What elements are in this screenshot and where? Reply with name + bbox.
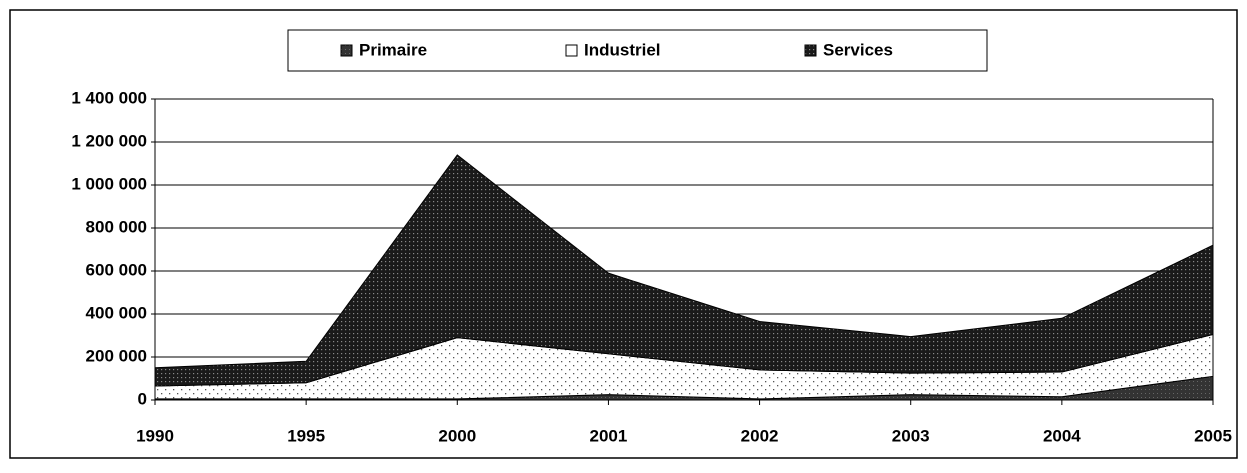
y-tick-label: 1 200 000 xyxy=(71,131,147,150)
y-tick-label: 800 000 xyxy=(86,217,147,236)
legend-label: Primaire xyxy=(359,40,427,59)
y-tick-label: 600 000 xyxy=(86,260,147,279)
x-tick-label: 2000 xyxy=(438,426,476,445)
legend-label: Services xyxy=(823,40,893,59)
legend-swatch xyxy=(565,44,578,57)
x-tick-label: 1995 xyxy=(287,426,325,445)
legend-box xyxy=(287,29,988,72)
legend-swatch xyxy=(804,44,817,57)
y-tick-label: 400 000 xyxy=(86,303,147,322)
legend-swatch xyxy=(340,44,353,57)
x-tick-label: 2005 xyxy=(1194,426,1232,445)
y-tick-label: 1 400 000 xyxy=(71,88,147,107)
x-tick-label: 2004 xyxy=(1043,426,1081,445)
x-tick-label: 2002 xyxy=(741,426,779,445)
x-tick-label: 2003 xyxy=(892,426,930,445)
x-tick-label: 1990 xyxy=(136,426,174,445)
y-tick-label: 0 xyxy=(138,389,147,408)
legend-label: Industriel xyxy=(584,40,661,59)
x-tick-label: 2001 xyxy=(590,426,628,445)
y-tick-label: 200 000 xyxy=(86,346,147,365)
area xyxy=(154,154,1214,387)
y-tick-label: 1 000 000 xyxy=(71,174,147,193)
